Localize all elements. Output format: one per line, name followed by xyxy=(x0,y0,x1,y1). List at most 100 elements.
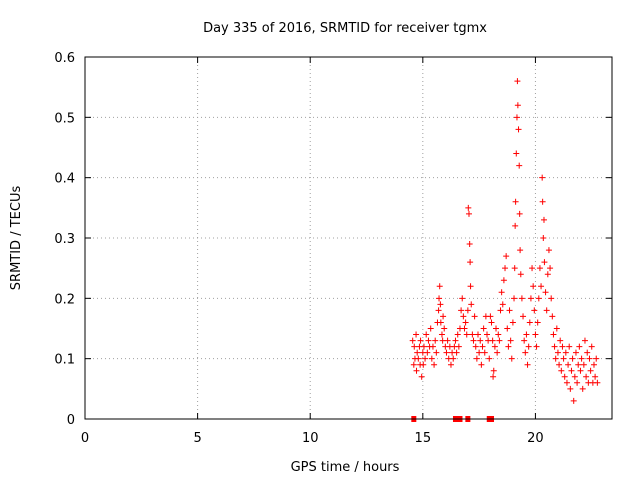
data-point xyxy=(533,343,540,350)
data-point xyxy=(514,78,521,85)
data-point xyxy=(554,349,561,356)
data-point xyxy=(569,355,576,362)
data-point xyxy=(544,271,551,278)
data-point xyxy=(592,373,599,380)
data-point xyxy=(575,361,582,368)
data-point xyxy=(462,319,469,326)
data-point xyxy=(489,337,496,344)
data-point xyxy=(543,307,550,314)
data-point xyxy=(420,343,427,350)
data-point xyxy=(512,222,519,229)
data-point xyxy=(572,349,579,356)
data-point xyxy=(461,325,468,332)
data-points xyxy=(409,78,601,422)
data-point xyxy=(534,319,541,326)
data-point xyxy=(424,349,431,356)
data-point xyxy=(427,325,434,332)
x-tick-label: 20 xyxy=(527,431,544,446)
data-point xyxy=(574,379,581,386)
data-point xyxy=(584,349,591,356)
y-axis-label: SRMTID / TECUs xyxy=(9,186,24,291)
data-point xyxy=(539,174,546,181)
data-point xyxy=(518,295,525,302)
data-point xyxy=(429,343,436,350)
data-point xyxy=(480,325,487,332)
data-point xyxy=(514,102,521,109)
data-point xyxy=(484,331,491,338)
data-point xyxy=(593,355,600,362)
y-tick-label: 0 xyxy=(67,413,75,428)
data-point xyxy=(536,265,543,272)
data-point xyxy=(549,313,556,320)
data-point xyxy=(459,295,466,302)
data-point xyxy=(472,343,479,350)
data-point xyxy=(516,210,523,217)
data-point xyxy=(431,361,438,368)
data-point xyxy=(545,247,552,254)
data-point xyxy=(466,241,473,248)
data-point xyxy=(563,379,570,386)
data-point xyxy=(425,337,432,344)
data-point xyxy=(410,361,417,368)
x-tick-label: 10 xyxy=(302,431,319,446)
data-point xyxy=(487,313,494,320)
data-point xyxy=(551,343,558,350)
data-point xyxy=(527,295,534,302)
data-point xyxy=(498,289,505,296)
data-point xyxy=(474,331,481,338)
data-point xyxy=(529,265,536,272)
y-tick-label: 0.3 xyxy=(54,232,75,247)
data-point xyxy=(455,343,462,350)
data-point xyxy=(541,259,548,266)
data-point xyxy=(478,361,485,368)
data-point xyxy=(453,349,460,356)
data-point xyxy=(447,361,454,368)
data-point xyxy=(530,283,537,290)
data-point xyxy=(467,283,474,290)
data-point xyxy=(436,295,443,302)
data-point xyxy=(463,331,470,338)
data-point xyxy=(576,343,583,350)
data-point xyxy=(515,126,522,133)
data-point xyxy=(553,325,560,332)
data-point xyxy=(520,313,527,320)
data-point xyxy=(502,265,509,272)
data-point xyxy=(468,301,475,308)
data-point xyxy=(566,343,573,350)
data-point xyxy=(415,355,422,362)
data-point xyxy=(513,114,520,121)
data-point xyxy=(469,331,476,338)
data-point xyxy=(565,361,572,368)
x-tick-label: 0 xyxy=(81,431,89,446)
y-tick-label: 0.4 xyxy=(54,172,75,187)
data-point xyxy=(496,337,503,344)
data-point xyxy=(507,337,514,344)
data-point xyxy=(444,337,451,344)
data-point xyxy=(493,325,500,332)
data-point xyxy=(481,349,488,356)
data-point xyxy=(517,271,524,278)
data-point xyxy=(558,367,565,374)
data-point xyxy=(479,343,486,350)
data-point xyxy=(581,337,588,344)
data-point xyxy=(423,331,430,338)
data-point xyxy=(580,361,587,368)
data-point xyxy=(508,355,515,362)
data-point xyxy=(497,307,504,314)
data-point xyxy=(535,295,542,302)
data-point xyxy=(578,355,585,362)
data-point xyxy=(460,313,467,320)
data-point xyxy=(511,295,518,302)
data-point xyxy=(437,319,444,326)
data-point xyxy=(450,355,457,362)
data-point xyxy=(540,235,547,241)
data-point xyxy=(465,210,472,217)
data-point xyxy=(422,355,429,362)
data-point xyxy=(414,349,421,356)
data-point xyxy=(413,331,420,338)
y-tick-label: 0.1 xyxy=(54,353,75,368)
data-point xyxy=(523,331,530,338)
y-tick-label: 0.5 xyxy=(54,111,75,126)
data-point xyxy=(437,301,444,308)
data-point xyxy=(560,355,567,362)
